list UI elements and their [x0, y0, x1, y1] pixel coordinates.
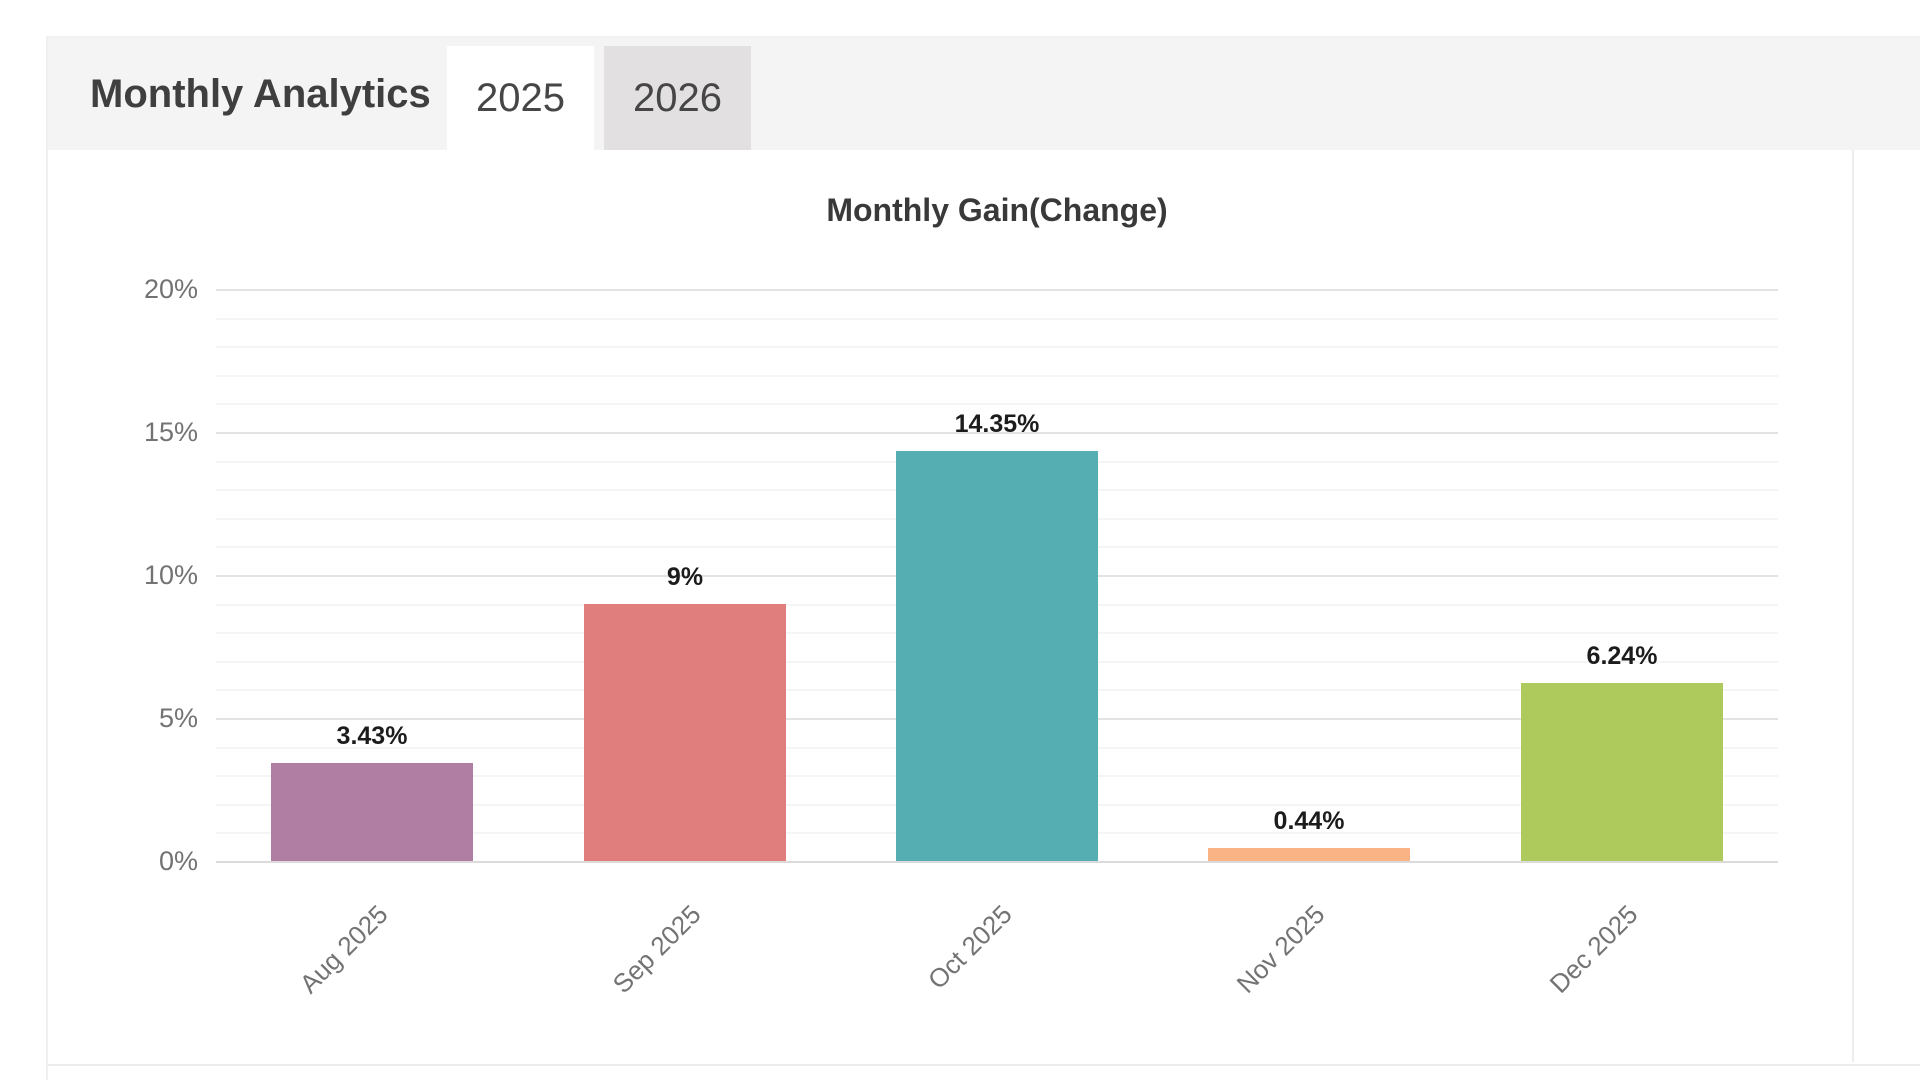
major-gridline — [216, 432, 1778, 434]
bar-aug-2025[interactable] — [271, 763, 473, 861]
bar-sep-2025[interactable] — [584, 604, 786, 861]
x-axis-label: Sep 2025 — [606, 899, 707, 999]
y-tick-label: 20% — [143, 274, 198, 304]
y-tick-label: 0% — [158, 846, 198, 876]
bar-value-label: 14.35% — [954, 410, 1040, 438]
y-tick-label: 15% — [143, 417, 198, 447]
card-header: Monthly Analytics 2025 2026 — [48, 38, 1920, 150]
card-title: Monthly Analytics — [90, 72, 431, 116]
minor-gridline — [216, 375, 1778, 377]
bar-value-label: 0.44% — [1273, 807, 1345, 835]
x-axis-label: Oct 2025 — [922, 899, 1019, 995]
major-gridline — [216, 289, 1778, 291]
tab-2025[interactable]: 2025 — [447, 46, 594, 150]
bar-dec-2025[interactable] — [1521, 683, 1723, 861]
chart-region: Monthly Gain(Change) 0% 5% 10% 15% 20% 3.43% A… — [48, 150, 1854, 1062]
bar-value-label: 3.43% — [336, 722, 408, 750]
tab-2026[interactable]: 2026 — [604, 46, 751, 150]
y-tick-label: 10% — [143, 560, 198, 590]
bar-value-label: 9% — [666, 563, 704, 591]
minor-gridline — [216, 346, 1778, 348]
x-axis-label: Nov 2025 — [1230, 899, 1331, 999]
analytics-card: Monthly Analytics 2025 2026 Monthly Gain(… — [46, 36, 1920, 1080]
axis-baseline — [216, 861, 1778, 863]
x-axis-label: Aug 2025 — [293, 899, 394, 999]
y-tick-label: 5% — [158, 703, 198, 733]
chart-title: Monthly Gain(Change) — [826, 192, 1168, 228]
minor-gridline — [216, 318, 1778, 320]
minor-gridline — [216, 403, 1778, 405]
bar-value-label: 6.24% — [1586, 642, 1658, 670]
x-axis-label: Dec 2025 — [1543, 899, 1644, 999]
bar-oct-2025[interactable] — [896, 451, 1098, 861]
card-section-divider — [48, 1064, 1920, 1066]
bar-nov-2025[interactable] — [1208, 848, 1410, 861]
